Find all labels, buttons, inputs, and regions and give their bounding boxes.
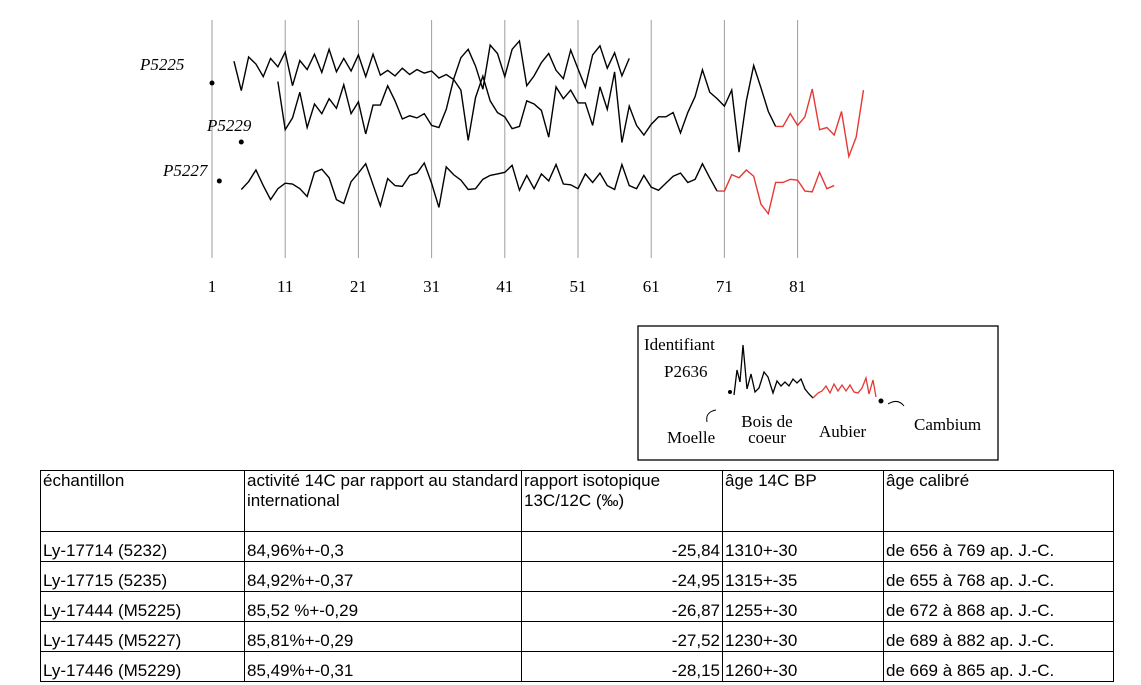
pith-marker-p5227 [216, 178, 222, 184]
cell-age-14c: 1230+-30 [722, 621, 884, 652]
cell-rapport: -24,95 [521, 561, 723, 592]
cell-activite: 85,52 %+-0,29 [244, 591, 522, 622]
cell-echantillon: Ly-17445 (M5227) [40, 621, 245, 652]
series-line-p5227-sapwood [717, 169, 835, 216]
cell-age-calibre: de 669 à 865 ap. J.-C. [883, 651, 1114, 682]
legend-moelle-label: Moelle [667, 428, 715, 447]
series-line-p5227-heartwood [240, 161, 718, 209]
cell-echantillon: Ly-17714 (5232) [40, 531, 245, 562]
series-line-p5229-sapwood [775, 88, 865, 160]
cell-echantillon: Ly-17444 (M5225) [40, 591, 245, 622]
x-tick-label: 41 [496, 277, 513, 296]
legend-id-value: P2636 [664, 362, 707, 381]
cell-age-calibre: de 655 à 768 ap. J.-C. [883, 561, 1114, 592]
pith-marker-p5225 [209, 80, 215, 86]
table-row: Ly-17715 (5235) 84,92%+-0,37 -24,95 1315… [40, 561, 1114, 592]
cell-rapport: -28,15 [521, 651, 723, 682]
x-tick-label: 1 [208, 277, 217, 296]
x-tick-label: 11 [277, 277, 293, 296]
cell-rapport: -26,87 [521, 591, 723, 622]
x-tick-label: 31 [423, 277, 440, 296]
legend-sapwood-line [812, 375, 877, 399]
cell-age-14c: 1310+-30 [722, 531, 884, 562]
table-header-row: échantillon activité 14C par rapport au … [40, 470, 1114, 532]
cell-age-14c: 1260+-30 [722, 651, 884, 682]
cell-age-calibre: de 672 à 868 ap. J.-C. [883, 591, 1114, 622]
cell-age-calibre: de 656 à 769 ap. J.-C. [883, 531, 1114, 562]
legend-cambium-pointer [887, 400, 905, 407]
table-row: Ly-17445 (M5227) 85,81%+-0,29 -27,52 123… [40, 621, 1114, 652]
series-line-p5225-heartwood [233, 39, 630, 91]
cell-age-calibre: de 689 à 882 ap. J.-C. [883, 621, 1114, 652]
x-tick-label: 81 [789, 277, 806, 296]
grid-lines [211, 20, 799, 258]
legend-moelle-pointer [706, 409, 717, 423]
x-tick-label: 51 [570, 277, 587, 296]
header-rapport-isotopique: rapport isotopique 13C/12C (‰) [521, 470, 723, 532]
legend-heartwood-line [733, 344, 814, 399]
series-label-p5227: P5227 [162, 161, 209, 180]
legend-cambium-label: Cambium [914, 415, 981, 434]
cell-age-14c: 1255+-30 [722, 591, 884, 622]
x-tick-labels: 1 11 21 31 41 51 61 71 81 [208, 277, 806, 296]
x-tick-label: 61 [643, 277, 660, 296]
x-tick-label: 71 [716, 277, 733, 296]
header-activite: activité 14C par rapport au standard int… [244, 470, 522, 532]
legend-aubier-label: Aubier [819, 422, 867, 441]
legend-bois-de-coeur-container: Bois de coeur [741, 414, 793, 447]
legend-box: Identifiant P2636 Moelle Bois de coeur A… [637, 325, 999, 461]
cell-echantillon: Ly-17446 (M5229) [40, 651, 245, 682]
table-row: Ly-17714 (5232) 84,96%+-0,3 -25,84 1310+… [40, 531, 1114, 562]
header-age-14c: âge 14C BP [722, 470, 884, 532]
legend-bois-de-coeur-label: Bois de coeur [741, 414, 793, 447]
pith-marker-p5229 [238, 139, 244, 145]
header-echantillon: échantillon [40, 470, 245, 532]
series-label-p5229: P5229 [206, 116, 252, 135]
cell-activite: 84,92%+-0,37 [244, 561, 522, 592]
series-label-p5225: P5225 [139, 55, 184, 74]
cell-age-14c: 1315+-35 [722, 561, 884, 592]
header-age-calibre: âge calibré [883, 470, 1114, 532]
cell-rapport: -27,52 [521, 621, 723, 652]
table-row: Ly-17446 (M5229) 85,49%+-0,31 -28,15 126… [40, 651, 1114, 682]
cell-activite: 84,96%+-0,3 [244, 531, 522, 562]
series-layer [209, 39, 865, 216]
x-tick-label: 21 [350, 277, 367, 296]
radiocarbon-table: échantillon activité 14C par rapport au … [40, 470, 1114, 682]
cell-activite: 85,81%+-0,29 [244, 621, 522, 652]
cell-echantillon: Ly-17715 (5235) [40, 561, 245, 592]
legend-pith-dot [728, 390, 732, 394]
table-row: Ly-17444 (M5225) 85,52 %+-0,29 -26,87 12… [40, 591, 1114, 622]
legend-identifiant-label: Identifiant [644, 335, 715, 354]
series-labels: P5225 P5229 P5227 [139, 55, 252, 180]
cell-rapport: -25,84 [521, 531, 723, 562]
cell-activite: 85,49%+-0,31 [244, 651, 522, 682]
legend-cambium-dot [878, 398, 884, 404]
series-line-p5229-heartwood [277, 62, 777, 153]
